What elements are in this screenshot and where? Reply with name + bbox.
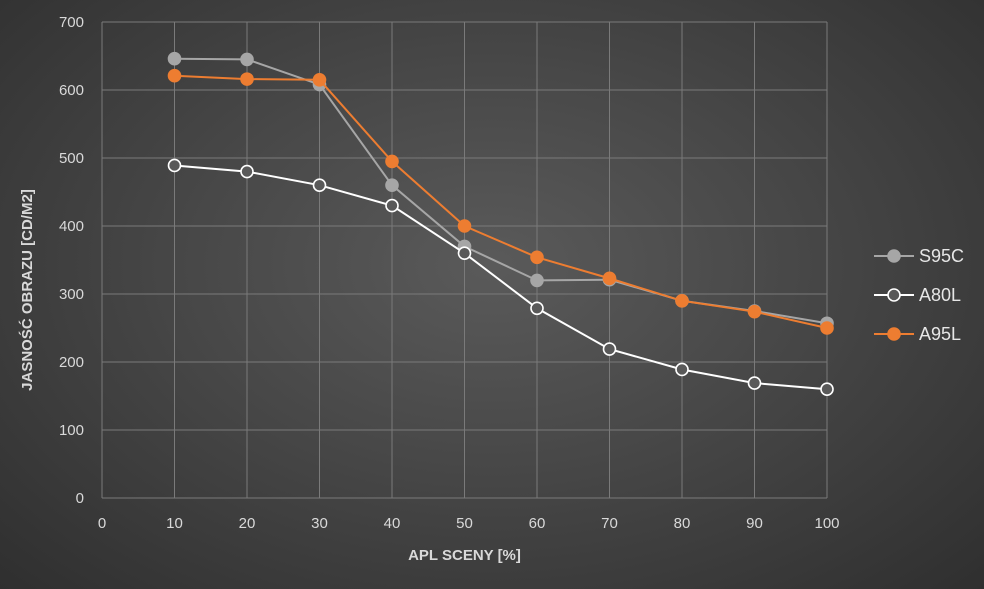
y-tick-label: 700: [59, 14, 84, 31]
axes: 0 10 20 30 40 50 60 70 80 90 100 0 100 200 300 400 500 60…: [59, 14, 840, 532]
data-point: [530, 250, 544, 265]
series-line: [174, 57, 828, 325]
data-point: [747, 376, 762, 390]
x-tick-label: 60: [529, 515, 546, 532]
data-point: [602, 271, 617, 286]
y-axis-title: JASNOŚĆ OBRAZU [CD/M2]: [18, 189, 36, 391]
series-lines: [167, 51, 834, 397]
data-point: [675, 293, 689, 308]
x-tick-label: 90: [746, 515, 763, 532]
x-tick-label: 70: [601, 515, 618, 532]
data-point: [167, 68, 182, 83]
y-tick-label: 300: [59, 286, 84, 303]
legend-item: A80L: [874, 285, 961, 305]
x-axis-title: APL SCENY [%]: [408, 547, 521, 564]
grid: [101, 21, 828, 499]
data-point: [167, 158, 182, 173]
data-point: [312, 178, 327, 192]
data-point: [457, 246, 472, 260]
y-tick-label: 100: [59, 422, 84, 439]
legend-label: S95C: [919, 246, 964, 266]
data-point: [385, 154, 399, 169]
x-tick-label: 100: [814, 515, 839, 532]
data-point: [747, 304, 762, 319]
legend-swatch-marker: [887, 327, 901, 341]
legend-label: A80L: [919, 285, 961, 305]
data-point: [240, 72, 254, 86]
data-point: [312, 73, 327, 87]
data-point: [602, 342, 617, 356]
legend-swatch-marker: [887, 249, 901, 263]
x-tick-label: 30: [311, 515, 328, 532]
legend-item: S95C: [874, 246, 964, 266]
series-line: [174, 164, 828, 391]
series-line: [174, 74, 828, 329]
y-tick-label: 200: [59, 354, 84, 371]
data-point: [385, 198, 399, 213]
data-point: [530, 301, 544, 316]
data-point: [820, 321, 834, 335]
data-point: [457, 219, 472, 233]
legend-label: A95L: [919, 324, 961, 344]
y-tick-label: 600: [59, 82, 84, 99]
y-tick-label: 500: [59, 150, 84, 167]
x-tick-label: 80: [674, 515, 691, 532]
data-point: [385, 178, 399, 192]
y-tick-label: 400: [59, 218, 84, 235]
x-tick-label: 40: [384, 515, 401, 532]
data-point: [675, 362, 689, 377]
series-s95c: [167, 51, 834, 331]
data-point: [167, 51, 182, 66]
x-tick-label: 20: [239, 515, 256, 532]
series-a80l: [167, 158, 834, 397]
legend-item: A95L: [874, 324, 961, 344]
data-point: [240, 164, 254, 179]
x-tick-label: 50: [456, 515, 473, 532]
data-point: [820, 382, 834, 397]
legend: S95C A80L A95L: [874, 246, 964, 344]
series-a95l: [167, 68, 834, 335]
legend-swatch-marker: [887, 288, 901, 302]
y-tick-label: 0: [76, 490, 84, 507]
data-point: [530, 273, 544, 288]
x-tick-label: 10: [166, 515, 183, 532]
x-tick-label: 0: [98, 515, 106, 532]
data-point: [240, 52, 254, 67]
